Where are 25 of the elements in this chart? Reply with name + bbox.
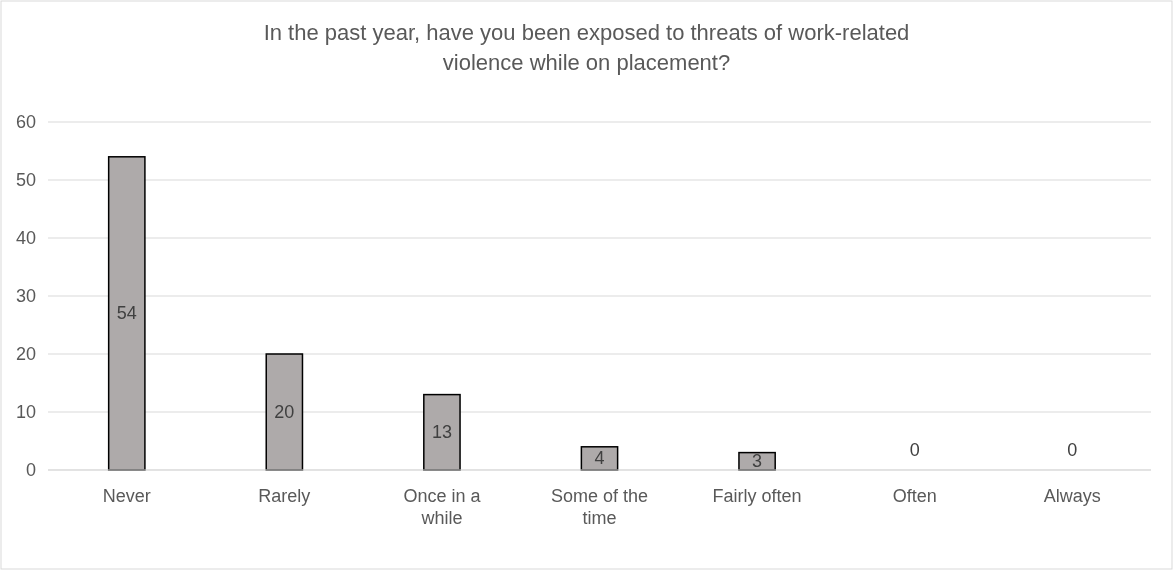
y-tick-label: 20: [15, 344, 36, 364]
chart-title: In the past year, have you been exposed to threats of work-related violence while on placement?: [263, 20, 910, 75]
y-tick-label: 10: [15, 402, 36, 422]
x-tick-label: Always: [1043, 486, 1101, 506]
y-tick-label: 30: [15, 286, 36, 306]
data-label: 20: [274, 402, 295, 422]
data-label: 4: [594, 448, 605, 469]
x-tick-label: Fairly often: [712, 486, 802, 506]
y-tick-label: 40: [15, 228, 36, 248]
bar: [423, 393, 461, 471]
bar: [265, 353, 304, 471]
y-tick-label: 0: [25, 460, 36, 480]
x-tick-label: Often: [892, 486, 937, 506]
x-tick-label: Never: [102, 486, 151, 506]
x-tick-label: Once in a while: [403, 486, 482, 528]
x-tick-label: Rarely: [258, 486, 311, 506]
y-tick-label: 60: [15, 112, 36, 132]
data-label: 0: [909, 440, 920, 460]
data-label: 13: [431, 422, 452, 443]
data-label: 54: [116, 303, 137, 324]
bar: [107, 156, 146, 471]
y-tick-label: 50: [15, 170, 36, 190]
data-label: 0: [1067, 440, 1078, 460]
data-label: 3: [752, 451, 763, 472]
x-tick-label: Some of the time: [550, 486, 649, 528]
